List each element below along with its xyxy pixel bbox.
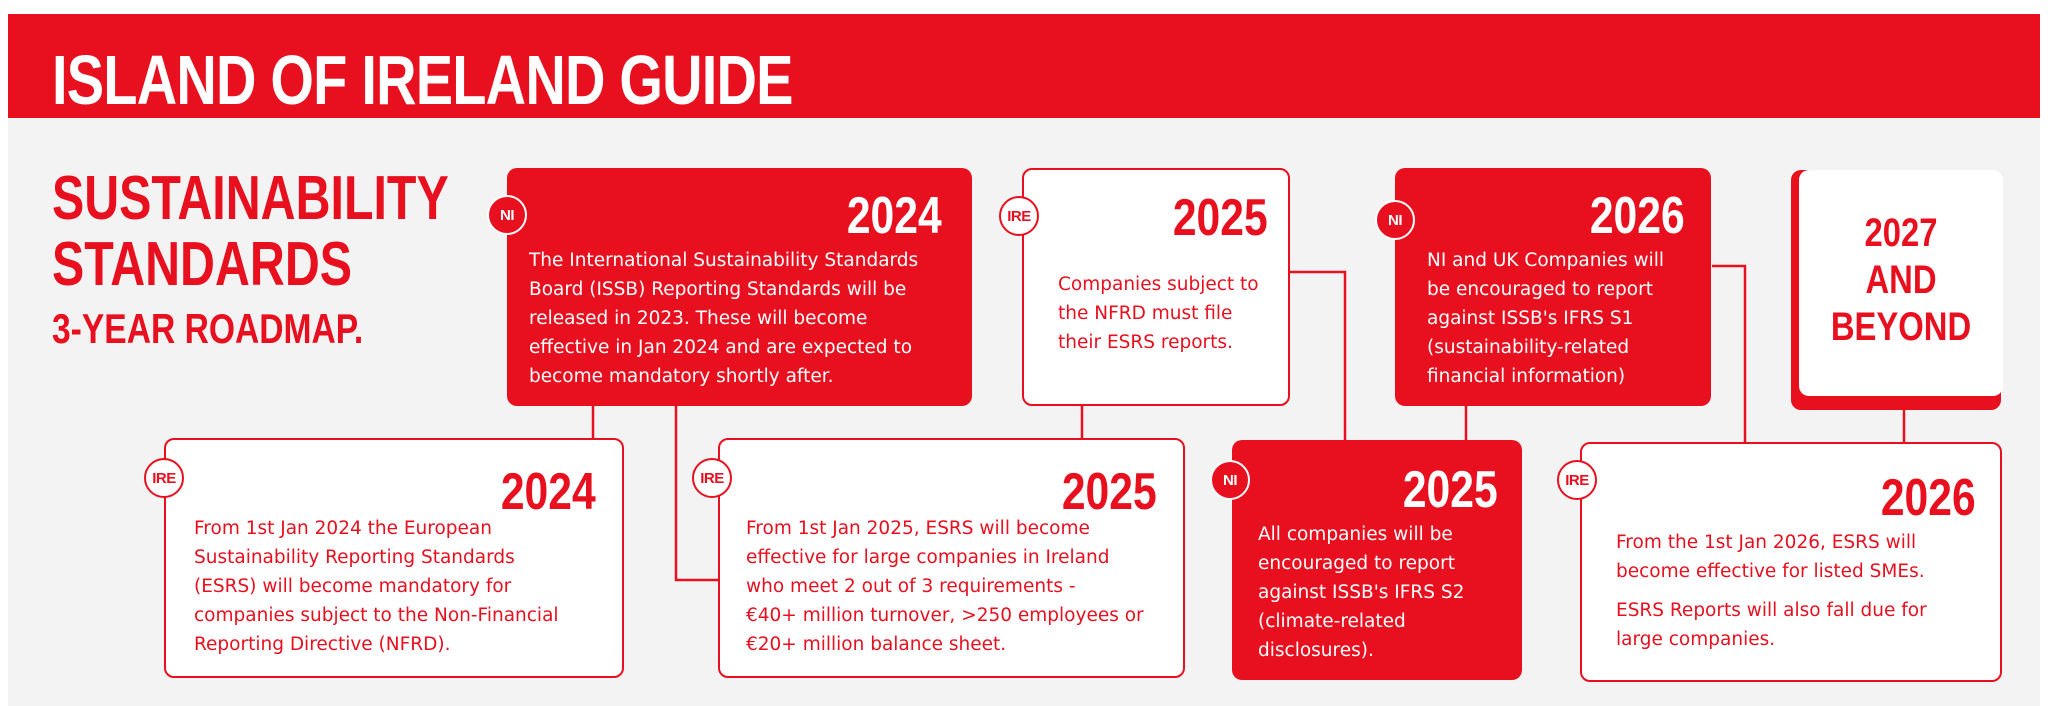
card-text: NI and UK Companies will be encouraged t… [1427, 250, 1665, 387]
card-text: From 1st Jan 2025, ESRS will become effe… [746, 518, 1144, 655]
card-text: From 1st Jan 2024 the European Sustainab… [194, 518, 559, 655]
badge-ire: IRE [692, 458, 732, 498]
badge-ni: NI [487, 195, 527, 235]
card-ire-2025-top: 2025 Companies subject to the NFRD must … [1022, 168, 1290, 406]
card-year: 2025 [1062, 463, 1157, 521]
connector-ni2026-ire2026 [1712, 264, 1747, 444]
beyond-and: AND [1865, 258, 1937, 302]
title-line-1: SUSTAINABILITY [52, 164, 449, 233]
card-year: 2025 [1403, 461, 1498, 519]
badge-ire: IRE [1557, 460, 1597, 500]
card-paragraph-1: From the 1st Jan 2026, ESRS will become … [1616, 532, 1925, 582]
card-ni-2024: 2024 The International Sustainability St… [507, 168, 972, 406]
card-year: 2024 [847, 187, 942, 245]
connector-ni2024-ire2025 [674, 404, 720, 582]
card-ni-2026: 2026 NI and UK Companies will be encoura… [1395, 168, 1711, 406]
card-text: Companies subject to the NFRD must file … [1058, 274, 1259, 353]
card-year: 2026 [1590, 187, 1685, 245]
title-line-2: STANDARDS [52, 230, 353, 299]
roadmap-subtitle: 3-YEAR ROADMAP. [52, 305, 364, 352]
card-text: The International Sustainability Standar… [529, 250, 919, 387]
beyond-label: BEYOND [1830, 305, 1972, 349]
badge-ni: NI [1210, 460, 1250, 500]
roadmap-title: SUSTAINABILITY STANDARDS 3-YEAR ROADMAP. [52, 166, 561, 354]
beyond-year: 2027 [1864, 211, 1938, 255]
card-paragraph-2: ESRS Reports will also fall due for larg… [1616, 600, 1927, 650]
card-text: All companies will be encouraged to repo… [1258, 524, 1465, 661]
header-banner [8, 14, 2040, 118]
card-ire-2025-bottom: 2025 From 1st Jan 2025, ESRS will become… [718, 438, 1185, 678]
card-ni-2025: 2025 All companies will be encouraged to… [1232, 440, 1522, 680]
card-year: 2026 [1881, 469, 1976, 527]
card-year: 2024 [501, 463, 596, 521]
card-text: From the 1st Jan 2026, ESRS will become … [1616, 528, 1927, 654]
badge-ni: NI [1375, 200, 1415, 240]
card-ire-2026: 2026 From the 1st Jan 2026, ESRS will be… [1580, 442, 2002, 682]
page-title: ISLAND OF IRELAND GUIDE [52, 41, 794, 119]
card-ire-2024: 2024 From 1st Jan 2024 the European Sust… [164, 438, 624, 678]
card-year: 2025 [1173, 189, 1268, 247]
badge-ire: IRE [144, 458, 184, 498]
card-2027-and-beyond: 2027 AND BEYOND [1799, 170, 2003, 396]
connector-ire2025-ni2025 [1288, 270, 1347, 440]
badge-ire: IRE [999, 196, 1039, 236]
